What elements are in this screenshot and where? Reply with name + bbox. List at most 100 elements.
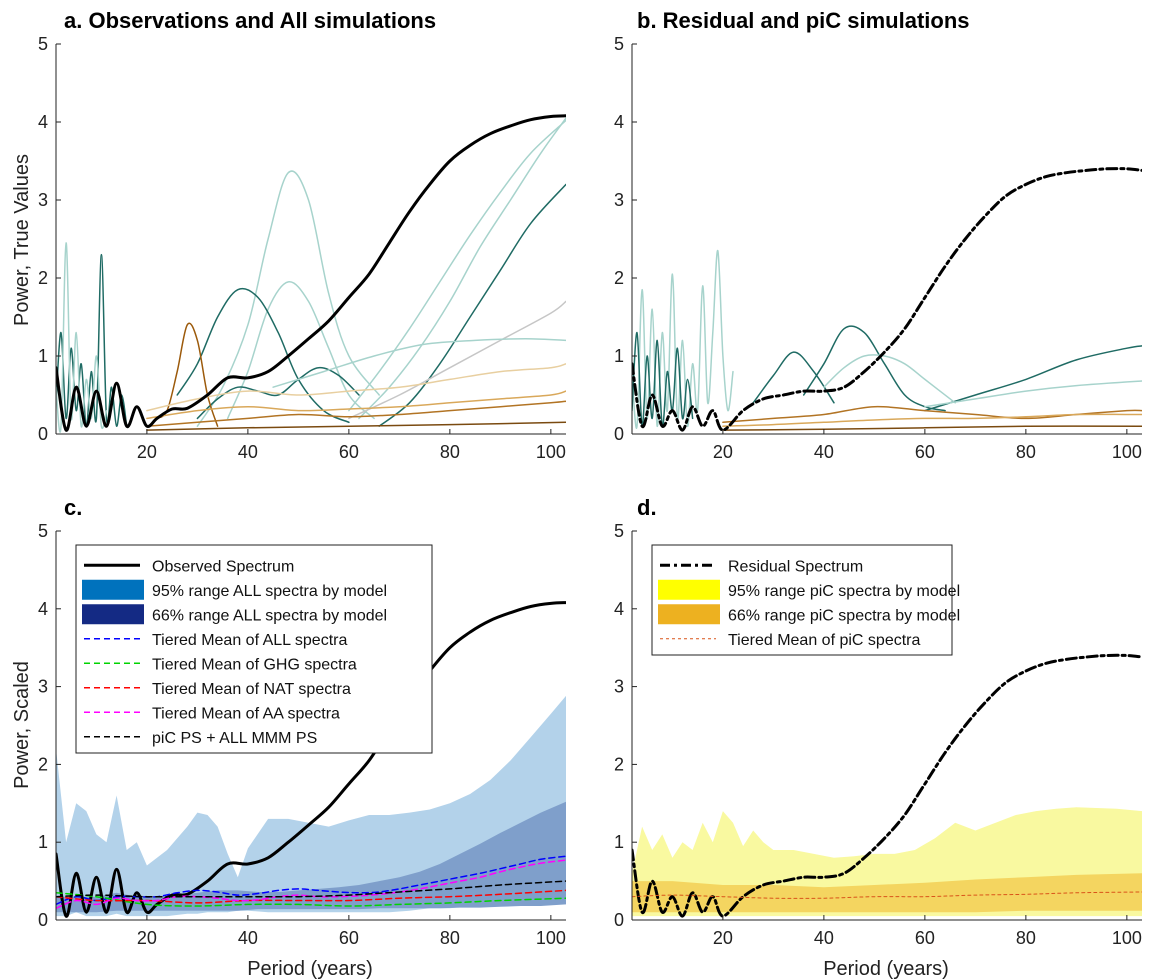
x-tick-label: 40 [238,442,258,462]
legend-label: Tiered Mean of AA spectra [152,705,340,722]
panel-a-ylabel: Power, True Values [11,154,33,326]
series-line [823,354,956,404]
plot-background [56,44,566,434]
series-line [722,425,1142,431]
y-tick-label: 1 [38,346,48,366]
range-band [56,801,566,913]
legend-swatch [658,604,720,625]
panel-d-title: d. [637,495,657,520]
panel-b-title: b. Residual and piC simulations [637,8,970,33]
series-line [348,300,566,420]
legend-label: Residual Spectrum [728,558,863,575]
y-tick-label: 5 [614,521,624,541]
panel-a-title: a. Observations and All simulations [64,8,436,33]
x-tick-label: 100 [1112,928,1142,948]
x-tick-label: 60 [339,928,359,948]
y-tick-label: 4 [38,599,48,619]
y-tick-label: 2 [38,268,48,288]
plot-background [632,44,1142,434]
y-tick-label: 5 [38,34,48,54]
series-line [56,242,108,433]
legend-box [75,544,433,754]
series-line [924,380,1142,408]
series-line [146,421,566,431]
series-line [802,325,946,412]
x-tick-label: 20 [137,928,157,948]
y-tick-label: 2 [614,754,624,774]
series-line [722,413,1142,427]
series-line [176,287,350,424]
panel-a: a. Observations and All simulations Powe… [11,8,566,462]
series-line [56,892,566,907]
legend-label: Tiered Mean of ALL spectra [152,632,347,649]
x-tick-label: 80 [1016,928,1036,948]
legend-label: Observed Spectrum [152,558,294,575]
y-tick-label: 2 [614,268,624,288]
legend-swatch [82,579,144,600]
y-tick-label: 0 [614,910,624,930]
x-tick-label: 80 [1016,442,1036,462]
series-line [146,400,566,427]
x-tick-label: 40 [814,442,834,462]
series-line [56,880,566,898]
legend-label: 66% range piC spectra by model [728,607,960,624]
panel-b-plot: 0 1 2 3 4 5 20 40 60 80 100 [614,34,1142,462]
y-tick-label: 3 [38,190,48,210]
x-tick-label: 20 [713,928,733,948]
x-tick-label: 100 [1112,442,1142,462]
series-line [348,119,566,412]
y-tick-label: 4 [38,112,48,132]
range-band [56,695,566,917]
panel-c-xlabel: Period (years) [247,958,373,980]
series-line [56,114,566,432]
legend-label: Tiered Mean of piC spectra [728,632,920,649]
legend-box [651,544,953,656]
y-tick-label: 4 [614,112,624,132]
y-tick-label: 0 [614,424,624,444]
x-tick-label: 60 [339,442,359,462]
y-tick-label: 1 [614,832,624,852]
series-line [632,891,1142,899]
series-line [752,351,835,404]
y-tick-label: 4 [614,599,624,619]
series-line [924,345,1142,412]
x-tick-label: 60 [915,442,935,462]
x-tick-label: 20 [137,442,157,462]
legend-label: 95% range piC spectra by model [728,583,960,600]
panel-c-ylabel: Power, Scaled [11,661,33,789]
legend-label: Tiered Mean of GHG spectra [152,656,357,673]
x-tick-label: 40 [814,928,834,948]
y-tick-label: 0 [38,910,48,930]
range-band [632,873,1142,913]
series-line [146,363,566,412]
legend-swatch [658,579,720,600]
series-line [632,249,734,429]
series-line [56,889,566,904]
series-line [146,390,566,420]
x-tick-label: 80 [440,928,460,948]
series-line [358,117,566,420]
legend-swatch [82,604,144,625]
y-tick-label: 1 [38,832,48,852]
panel-c: c. Power, Scaled Period (years) 0 1 2 3 4 5 20… [11,495,566,980]
series-line [632,167,1142,432]
y-tick-label: 5 [38,521,48,541]
panel-d: d. Period (years) 0 1 2 3 4 5 20 40 60 80 100 Resid… [614,495,1142,980]
x-tick-label: 100 [536,442,566,462]
series-line [196,170,380,427]
y-tick-label: 3 [614,190,624,210]
legend-label: 95% range ALL spectra by model [152,583,387,600]
series-line [632,653,1142,918]
y-tick-label: 3 [38,677,48,697]
x-tick-label: 100 [536,928,566,948]
series-line [722,405,1142,424]
y-tick-label: 3 [614,677,624,697]
panel-c-plot: 0 1 2 3 4 5 20 40 60 80 100 Observed Spectrum 95% ra… [38,521,566,948]
series-line [56,601,566,918]
panel-a-plot: 0 1 2 3 4 5 20 40 60 80 100 [38,34,566,462]
x-tick-label: 20 [713,442,733,462]
y-tick-label: 5 [614,34,624,54]
y-tick-label: 1 [614,346,624,366]
panel-c-title: c. [64,495,82,520]
